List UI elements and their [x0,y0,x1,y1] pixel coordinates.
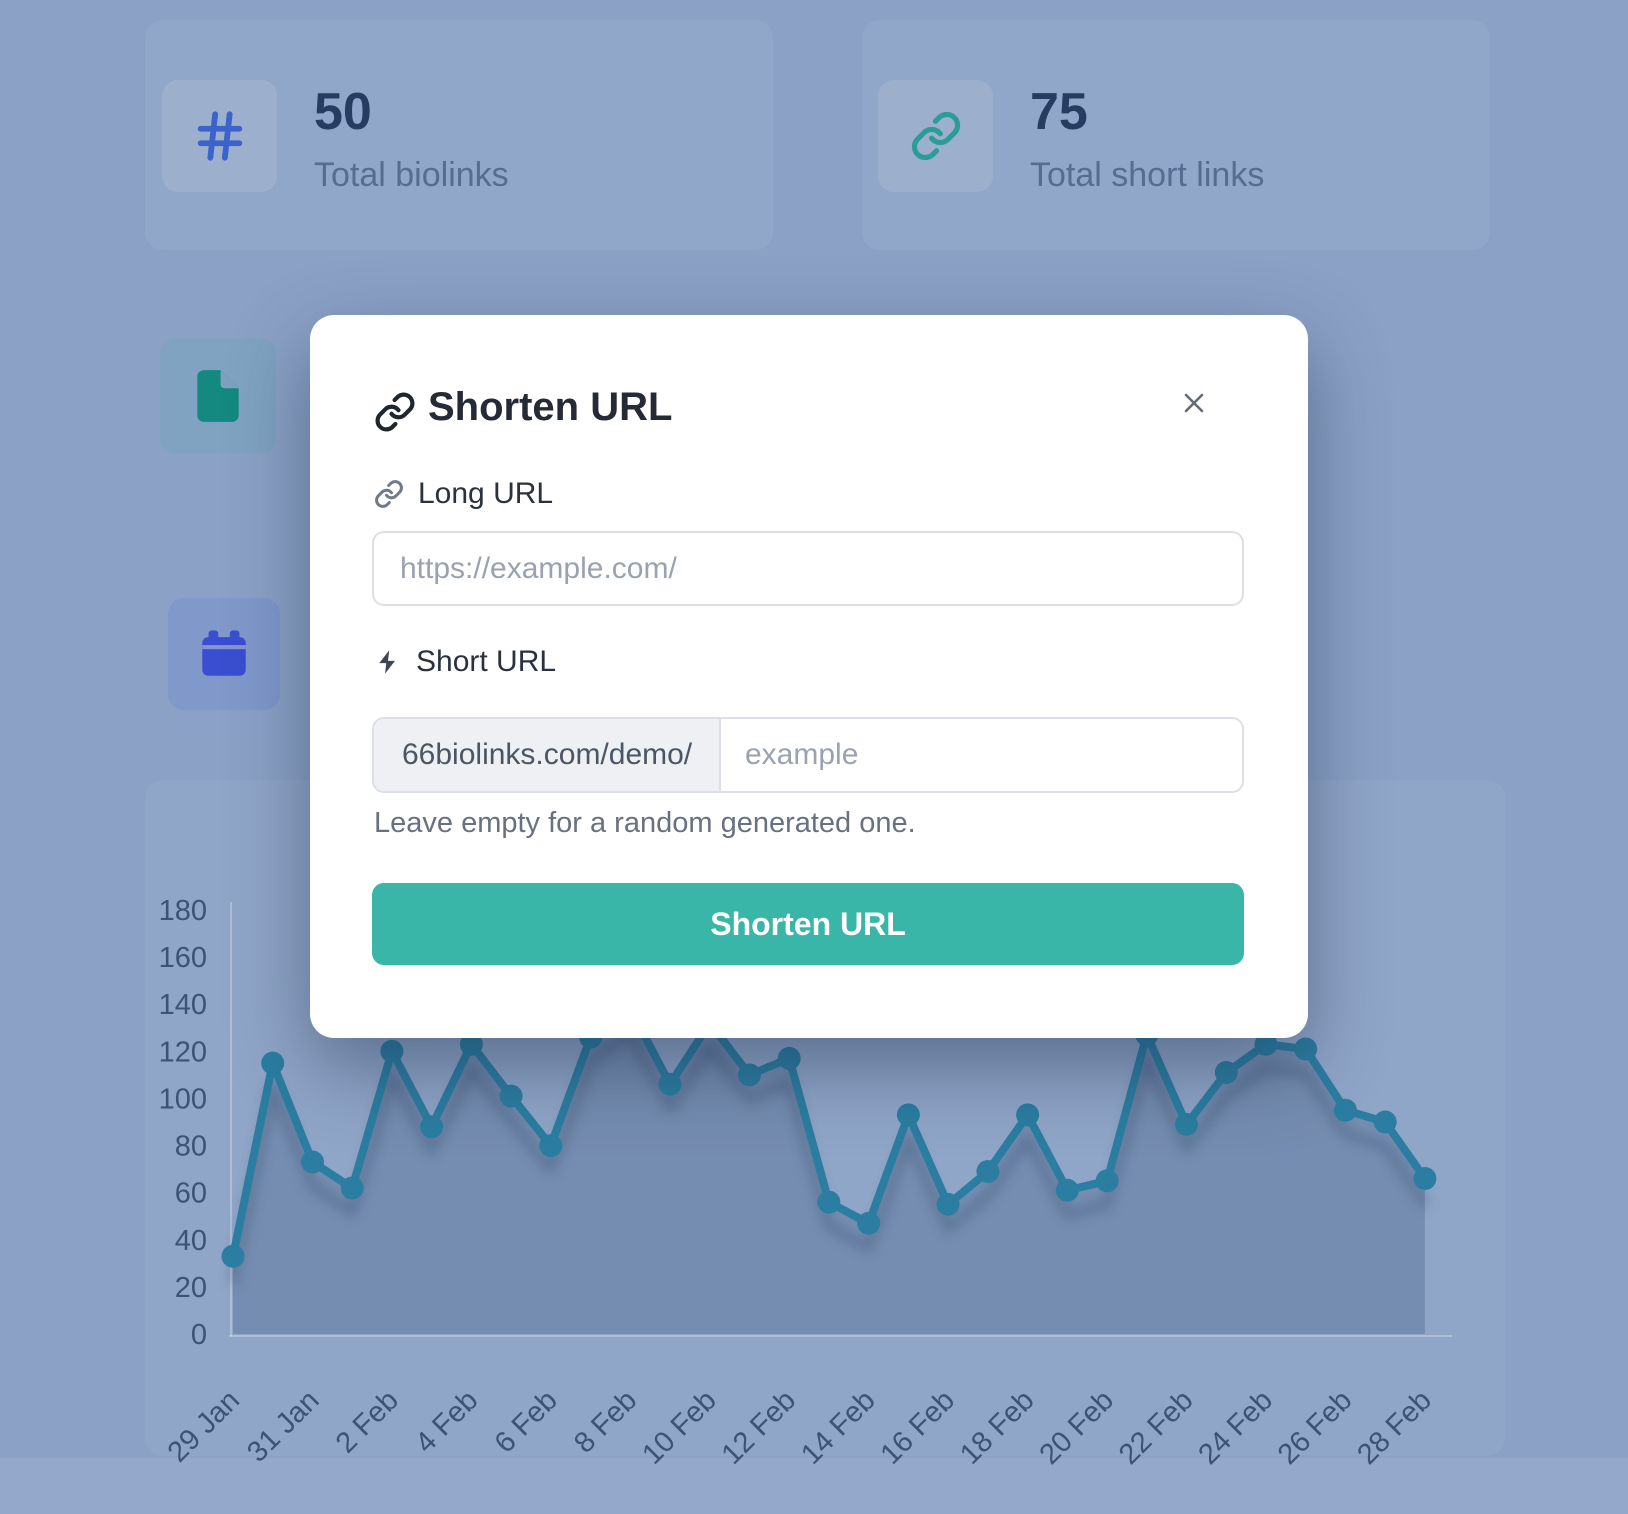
short-links-stat: 75 Total short links [1030,86,1264,195]
biolinks-count: 50 [314,83,372,141]
events-icon-tile [168,598,280,710]
short-url-prefix: 66biolinks.com/demo/ [374,719,721,791]
biolinks-icon-tile [162,80,277,192]
short-url-input-group: 66biolinks.com/demo/ [372,717,1244,793]
short-url-label-row: Short URL [374,645,556,679]
footer-strip [0,1458,1628,1514]
short-url-input[interactable] [721,719,1242,791]
modal-title: Shorten URL [428,385,673,429]
short-url-label: Short URL [416,645,557,678]
shorten-url-button[interactable]: Shorten URL [372,883,1244,965]
file-icon [197,370,239,422]
pages-icon-tile [160,338,276,454]
long-url-label-row: Long URL [374,477,553,511]
link-icon [375,480,403,508]
biolinks-stat-card [145,20,773,250]
link-icon [375,392,415,432]
short-links-label: Total short links [1030,156,1265,194]
close-icon [1184,393,1204,413]
short-links-stat-card [862,20,1490,250]
short-url-helper: Leave empty for a random generated one. [374,807,916,839]
biolinks-label: Total biolinks [314,156,509,194]
link-icon [911,111,960,161]
short-links-icon-tile [878,80,993,192]
close-button[interactable] [1172,381,1216,425]
shorten-url-modal: Shorten URL Long URL Short URL 66biolink… [310,315,1308,1038]
calendar-icon [202,630,246,676]
short-links-count: 75 [1030,83,1088,141]
biolinks-stat: 50 Total biolinks [314,86,509,195]
lightning-icon [379,650,395,674]
long-url-input[interactable] [372,531,1244,606]
hash-icon [197,111,242,161]
long-url-label: Long URL [418,477,554,510]
